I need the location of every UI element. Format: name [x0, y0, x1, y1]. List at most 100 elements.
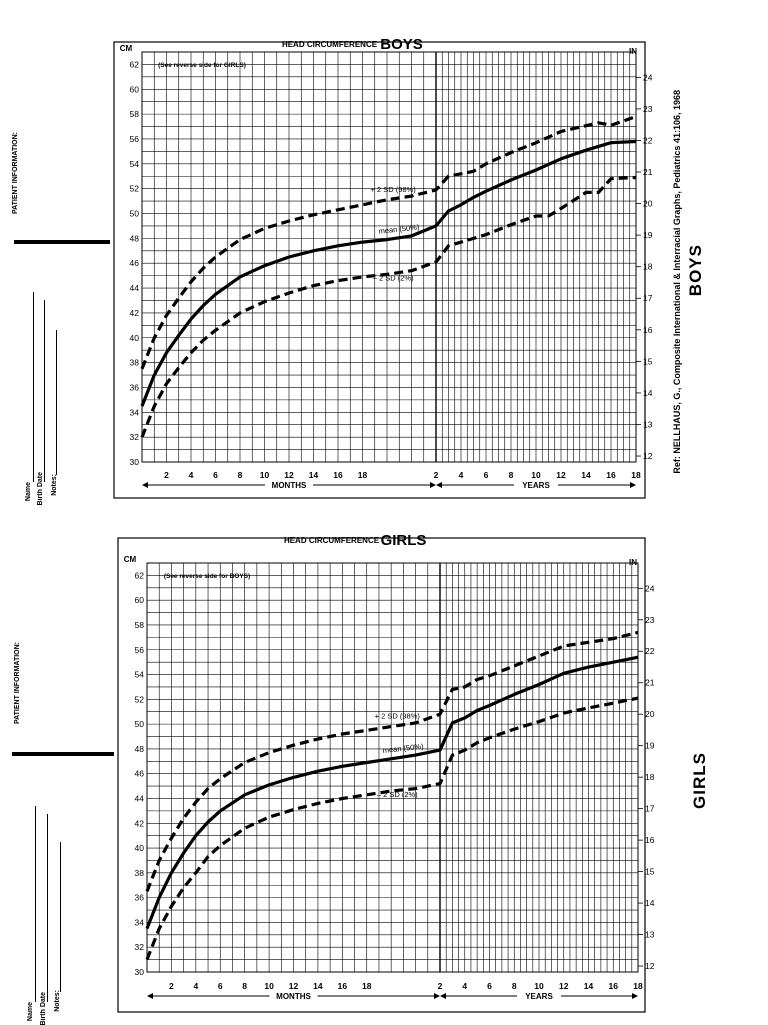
- in-tick-label: 12: [643, 451, 653, 461]
- in-tick-label: 18: [645, 772, 655, 782]
- in-tick-label: 19: [645, 741, 655, 751]
- year-tick-label: 12: [556, 470, 566, 480]
- cm-tick-label: 34: [130, 407, 140, 417]
- cm-axis-label: CM: [124, 555, 137, 564]
- cm-tick-label: 60: [130, 84, 140, 94]
- cm-axis-label: CM: [120, 44, 133, 53]
- year-tick-label: 4: [459, 470, 464, 480]
- year-tick-label: 2: [434, 470, 439, 480]
- cm-tick-label: 42: [130, 308, 140, 318]
- plot-frame: [146, 562, 639, 973]
- month-tick-label: 18: [362, 981, 372, 991]
- in-tick-label: 17: [643, 293, 653, 303]
- series-label-minus2sd: – 2 SD (2%): [373, 273, 414, 282]
- years-label: YEARS: [522, 481, 550, 490]
- reverse-side-note: (See reverse side for GIRLS): [158, 62, 246, 69]
- months-label: MONTHS: [276, 992, 311, 1001]
- series-label-mean: mean (50%): [382, 742, 424, 755]
- month-tick-label: 8: [238, 470, 243, 480]
- notes-field[interactable]: [60, 842, 61, 992]
- in-tick-label: 20: [645, 709, 655, 719]
- patient-information-bar: [12, 752, 114, 756]
- month-tick-label: 16: [338, 981, 348, 991]
- month-tick-label: 8: [242, 981, 247, 991]
- cm-tick-label: 40: [130, 333, 140, 343]
- chart-boys: HEAD CIRCUMFERENCE BOYS (See reverse side …: [113, 36, 653, 499]
- year-tick-label: 14: [581, 470, 591, 480]
- year-tick-label: 8: [512, 981, 517, 991]
- in-tick-label: 20: [643, 199, 653, 209]
- cm-tick-label: 48: [130, 233, 140, 243]
- birth-date-field[interactable]: [47, 814, 48, 1002]
- cm-tick-label: 32: [135, 942, 145, 952]
- chart-title-prefix: HEAD CIRCUMFERENCE: [284, 536, 380, 545]
- name-field[interactable]: [35, 806, 36, 1002]
- reverse-side-note: (See reverse side for BOYS): [164, 573, 250, 580]
- birth-date-field[interactable]: [44, 300, 45, 482]
- cm-tick-label: 56: [130, 134, 140, 144]
- chart-girls: HEAD CIRCUMFERENCE GIRLS (See reverse side…: [117, 532, 655, 1013]
- name-field[interactable]: [33, 292, 34, 482]
- in-tick-label: 21: [645, 678, 655, 688]
- chart-title-sex: BOYS: [380, 36, 423, 53]
- cm-tick-label: 50: [130, 209, 140, 219]
- years-arrow-right: [630, 482, 636, 488]
- year-tick-label: 2: [438, 981, 443, 991]
- cm-tick-label: 62: [135, 570, 145, 580]
- year-tick-label: 8: [509, 470, 514, 480]
- months-arrow-right: [434, 993, 440, 999]
- side-panel-boys: PATIENT INFORMATION: Name Birth Date Not…: [0, 0, 120, 510]
- series-label-minus2sd: – 2 SD (2%): [377, 790, 418, 799]
- in-tick-label: 22: [645, 646, 655, 656]
- year-tick-label: 16: [606, 470, 616, 480]
- month-tick-label: 10: [260, 470, 270, 480]
- grid: [146, 562, 639, 973]
- in-axis-label: IN: [629, 47, 637, 56]
- months-arrow-left: [147, 993, 153, 999]
- years-arrow-left: [436, 482, 442, 488]
- cm-tick-label: 44: [130, 283, 140, 293]
- in-tick-label: 12: [645, 961, 655, 971]
- cm-tick-label: 52: [135, 694, 145, 704]
- series-line-mean: [140, 139, 637, 407]
- series-line-minus2sd: [145, 696, 639, 961]
- month-tick-label: 18: [358, 470, 368, 480]
- series-label-plus2sd: + 2 SD (98%): [371, 185, 417, 194]
- series-line-plus2sd: [145, 630, 639, 892]
- in-tick-label: 14: [643, 388, 653, 398]
- series-line-plus2sd: [140, 115, 637, 370]
- chart-title-sex: GIRLS: [381, 532, 427, 549]
- month-tick-label: 10: [264, 981, 274, 991]
- series-label-mean: mean (50%): [378, 222, 420, 235]
- notes-field[interactable]: [56, 330, 57, 475]
- in-tick-label: 16: [643, 325, 653, 335]
- cm-tick-label: 52: [130, 184, 140, 194]
- months-label-bg: [265, 480, 313, 490]
- month-tick-label: 14: [309, 470, 319, 480]
- cm-tick-label: 30: [130, 457, 140, 467]
- years-label-bg: [517, 991, 561, 1001]
- month-tick-label: 4: [193, 981, 198, 991]
- in-tick-label: 19: [643, 230, 653, 240]
- year-tick-label: 18: [633, 981, 643, 991]
- year-tick-label: 10: [531, 470, 541, 480]
- cm-tick-label: 32: [130, 432, 140, 442]
- cm-tick-label: 58: [135, 620, 145, 630]
- cm-tick-label: 46: [135, 769, 145, 779]
- in-tick-label: 18: [643, 262, 653, 272]
- series-label-plus2sd: + 2 SD (98%): [375, 712, 421, 721]
- year-tick-label: 4: [462, 981, 467, 991]
- in-tick-label: 15: [645, 867, 655, 877]
- in-tick-label: 17: [645, 804, 655, 814]
- cm-tick-label: 48: [135, 744, 145, 754]
- month-tick-label: 14: [313, 981, 323, 991]
- year-tick-label: 6: [484, 470, 489, 480]
- chart-border: [113, 41, 646, 499]
- months-arrow-right: [430, 482, 436, 488]
- cm-tick-label: 42: [135, 818, 145, 828]
- plot-frame: [141, 51, 637, 463]
- cm-tick-label: 62: [130, 59, 140, 69]
- month-tick-label: 2: [164, 470, 169, 480]
- cm-tick-label: 34: [135, 917, 145, 927]
- months-label-bg: [269, 991, 318, 1001]
